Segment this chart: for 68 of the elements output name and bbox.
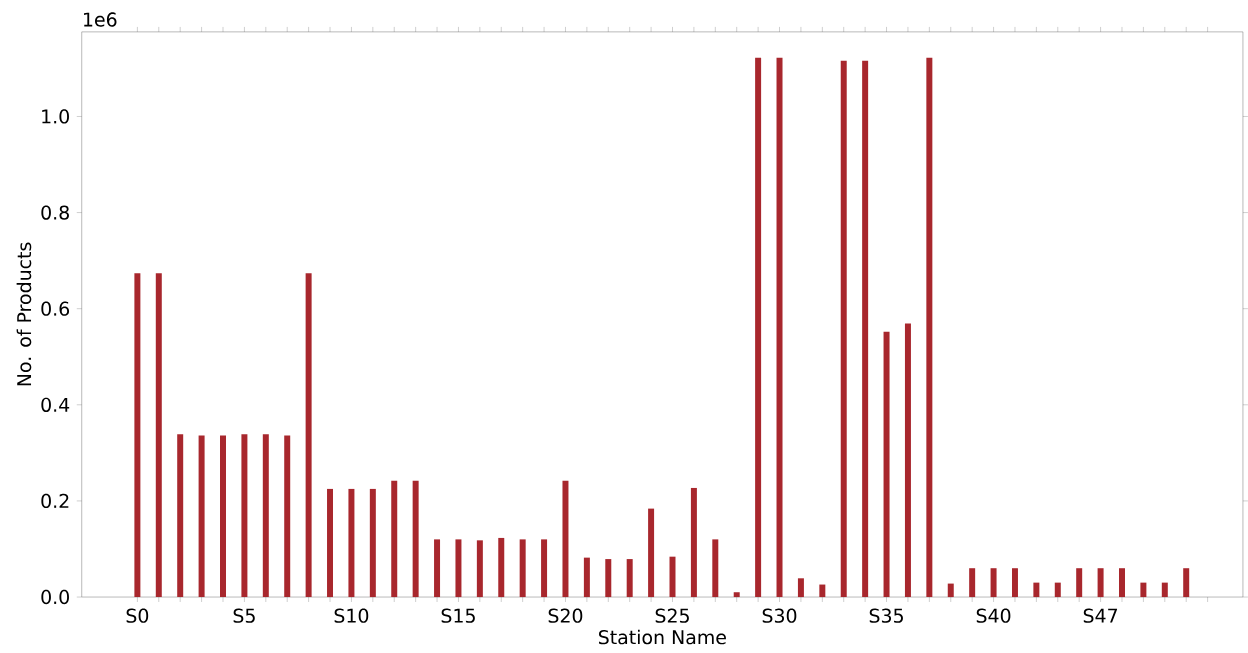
bar — [241, 434, 248, 598]
bar — [262, 434, 269, 598]
x-tick-label: S47 — [1083, 608, 1118, 623]
bar — [327, 488, 334, 598]
bar — [947, 583, 954, 598]
bar — [412, 480, 419, 598]
bar — [733, 592, 740, 598]
x-tick-label: S35 — [869, 608, 903, 623]
bar — [541, 539, 548, 598]
bar — [476, 540, 483, 598]
y-tick-label: 1.0 — [42, 109, 69, 124]
bar — [755, 57, 762, 598]
bar — [220, 435, 226, 598]
bar — [134, 273, 141, 598]
bar — [648, 508, 655, 598]
x-tick-label: S15 — [441, 608, 475, 623]
bar — [583, 557, 590, 598]
bar — [369, 488, 376, 598]
x-tick-label: S5 — [233, 608, 255, 623]
y-tick-label: 0.6 — [41, 301, 70, 316]
y-tick-label: 0.2 — [41, 493, 69, 509]
bar — [776, 57, 783, 598]
bar — [434, 539, 441, 598]
bar — [1183, 568, 1190, 598]
bar — [1140, 582, 1147, 598]
text: 1e6 — [84, 12, 117, 27]
bar — [348, 488, 355, 598]
y-tick-label: 0.4 — [41, 397, 70, 413]
y-axis-title: No. of Products — [16, 242, 32, 386]
bar — [1054, 582, 1061, 598]
bar — [819, 584, 826, 598]
x-tick-label: S0 — [126, 608, 149, 623]
bar — [455, 539, 462, 598]
bar — [1161, 582, 1168, 598]
y-tick-label: 0.8 — [41, 205, 69, 220]
bar — [155, 273, 162, 598]
bar — [712, 539, 719, 598]
bar — [990, 568, 997, 598]
bar — [519, 539, 526, 598]
x-tick-label: S25 — [655, 608, 689, 623]
x-tick-label: S40 — [976, 608, 1011, 623]
x-tick-label: S30 — [762, 608, 797, 623]
bar — [562, 480, 569, 598]
x-tick-label: S10 — [334, 608, 369, 623]
bar — [1097, 568, 1104, 598]
bar — [862, 60, 869, 598]
bar — [840, 60, 847, 598]
bar — [883, 331, 890, 598]
bar — [626, 559, 633, 598]
bar — [690, 488, 697, 598]
bar — [305, 273, 312, 598]
y-tick-label: 0.0 — [41, 589, 69, 605]
bar — [198, 435, 205, 598]
bar — [1011, 568, 1018, 598]
bar — [498, 537, 505, 598]
x-tick-label: S20 — [548, 608, 583, 623]
x-axis-title: Station Name — [598, 629, 726, 645]
bar — [926, 57, 933, 598]
bar — [1118, 568, 1125, 598]
bar — [1033, 582, 1040, 598]
bar — [177, 434, 184, 598]
bar — [969, 568, 976, 598]
bar — [1076, 568, 1083, 598]
bar — [904, 323, 911, 598]
bar — [391, 480, 398, 598]
bar — [605, 559, 612, 598]
bar — [797, 578, 804, 598]
bar — [284, 435, 291, 598]
